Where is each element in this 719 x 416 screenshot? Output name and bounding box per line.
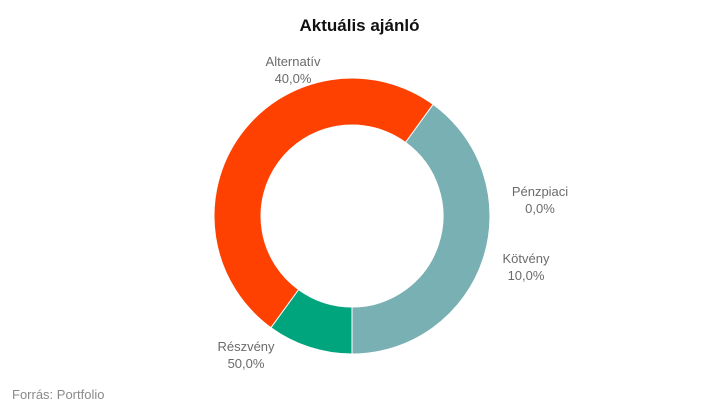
slice-label-penzpiaci: Pénzpiaci 0,0% xyxy=(512,184,568,216)
slice-label-value: 40,0% xyxy=(275,71,312,86)
slice-label-alternativ: Alternatív 40,0% xyxy=(266,54,321,86)
source-note: Forrás: Portfolio xyxy=(12,387,105,402)
slice-alternativ xyxy=(351,103,491,355)
chart-title: Aktuális ajánló xyxy=(299,16,420,35)
slice-label-value: 0,0% xyxy=(525,201,555,216)
slice-label-name: Részvény xyxy=(217,339,275,354)
slice-labels: Alternatív 40,0% Pénzpiaci 0,0% Kötvény 10,0%… xyxy=(217,54,568,371)
slice-label-reszveny: Részvény 50,0% xyxy=(217,339,275,371)
slice-reszveny xyxy=(213,77,434,329)
donut-slices xyxy=(213,77,491,355)
slice-label-kotveny: Kötvény 10,0% xyxy=(503,251,550,283)
slice-label-name: Pénzpiaci xyxy=(512,184,568,199)
slice-label-value: 10,0% xyxy=(508,268,545,283)
slice-label-value: 50,0% xyxy=(228,356,265,371)
slice-label-name: Kötvény xyxy=(503,251,550,266)
slice-label-name: Alternatív xyxy=(266,54,321,69)
